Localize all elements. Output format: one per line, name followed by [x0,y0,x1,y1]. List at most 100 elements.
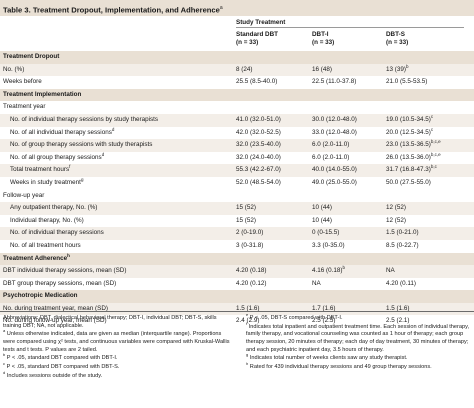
footnote: Abbreviations: DBT, dialectical behavior… [3,315,231,330]
table-row: Any outpatient therapy, No. (%) 15 (52) 10… [0,202,474,215]
cell-value: 2.4 (2.9) [236,317,260,325]
cell-value: 33.0 (12.0-48.0) [312,128,357,136]
row-label: Individual therapy, No. (%) [10,215,84,228]
row-label-text: DBT individual therapy sessions, mean (S… [3,267,127,275]
row-label: No. of all treatment hours [10,240,81,253]
row-label: No. (%) [3,64,24,77]
cell-standard-dbt: 25.5 (8.5-40.0) [236,76,277,89]
table-row: No. of all group therapy sessionsd 32.0 (… [0,152,474,165]
table-column-header: Study Treatment Standard DBT (n = 33) DB… [0,17,474,52]
cell-dbt-s: 2.5 (2.1) [386,315,409,328]
cell-dbt-s: 26.0 (13.5-36.0)b,c,e [386,152,441,165]
cell-dbt-i: 0 (0-15.5) [312,227,339,240]
table-row: Total treatment hoursf 55.3 (42.2-67.0) 40… [0,164,474,177]
cell-value: 1.7 (1.6) [312,304,336,312]
cell-value: 19.0 (10.5-34.5) [386,115,431,123]
cell-standard-dbt: 55.3 (42.2-67.0) [236,164,281,177]
cell-dbt-s: 12 (52) [386,215,406,228]
cell-value: 25.5 (8.5-40.0) [236,78,278,86]
cell-value: 2.5 (2.5) [312,317,336,325]
footnote-mark: f [246,320,248,326]
row-label-text: No. during treatment year, mean (SD) [3,304,108,312]
footnote: g Indicates total number of weeks client… [246,352,471,363]
cell-standard-dbt: 4.20 (0.12) [236,278,266,291]
cell-dbt-i: NA [312,278,321,291]
cell-value: 3 (0-31.8) [236,241,264,249]
column-n: (n = 33) [386,39,409,46]
footnote-mark: b [3,352,6,358]
cell-dbt-s: 12 (52) [386,202,406,215]
row-label-text: No. of all individual therapy sessions [10,128,112,136]
cell-dbt-s: 1.5 (0-21.0) [386,227,419,240]
column-header-dbt-s: DBT-S (n = 33) [386,31,408,47]
cell-dbt-i: 1.7 (1.6) [312,303,335,316]
cell-standard-dbt: 15 (52) [236,202,256,215]
row-label-text: No. of all treatment hours [10,241,81,249]
cell-standard-dbt: 15 (52) [236,215,256,228]
row-label: Treatment Dropout [3,53,60,60]
column-header-dbt-i: DBT-I (n = 33) [312,31,334,47]
row-label: No. of individual therapy sessions by st… [10,114,158,127]
cell-dbt-i: 3.3 (0-35.0) [312,240,345,253]
cell-value: 10 (44) [312,204,332,212]
footnote-mark: g [246,352,249,358]
footnote-text: Includes sessions outside of the study. [6,372,103,379]
cell-dbt-i: 33.0 (12.0-48.0) [312,127,357,140]
footnote: a Unless otherwise indicated, data are g… [3,329,231,354]
row-label: Any outpatient therapy, No. (%) [10,202,97,215]
row-label: No. of all individual therapy sessionsd [10,127,114,140]
footnote-mark: e [246,312,249,318]
row-label-text: No. of group therapy sessions with study… [10,141,153,149]
cell-dbt-s: NA [386,265,395,278]
table-row: No. of all treatment hours 3 (0-31.8) 3.3 … [0,240,474,253]
footnotes-left-column: Abbreviations: DBT, dialectical behavior… [3,315,231,382]
cell-value: 22.5 (11.0-37.8) [312,78,357,86]
footnote: d Includes sessions outside of the study… [3,371,231,381]
row-label-footnote-mark: g [80,176,84,182]
cell-value: 4.20 (0.18) [236,267,267,275]
section-header-row: Treatment Implementation [0,88,474,102]
row-label-text: Weeks before [3,78,42,86]
row-label-text: DBT group therapy sessions, mean (SD) [3,279,117,287]
cell-value: 32.0 (24.0-40.0) [236,153,281,161]
cell-value: 6.0 (2.0-11.0) [312,153,350,161]
cell-standard-dbt: 8 (24) [236,64,252,77]
cell-footnote-mark: b,c,e [430,139,441,145]
cell-dbt-s: 20.0 (12.5-34.5)c [386,127,433,140]
cell-value: 49.0 (25.0-55.0) [312,178,357,186]
cell-dbt-s: 31.7 (16.8-47.3)b,c [386,164,437,177]
cell-dbt-i: 10 (44) [312,202,332,215]
table-row: No. of group therapy sessions with study… [0,139,474,152]
row-label-footnote-mark: d [101,151,105,157]
cell-standard-dbt: 32.0 (24.0-40.0) [236,152,281,165]
footnote-text: Indicates total number of weeks clients … [249,355,408,362]
row-label: Total treatment hoursf [10,164,70,177]
cell-value: 6.0 (2.0-11.0) [312,141,350,149]
table-row: No. of all individual therapy sessionsd 4… [0,127,474,140]
footnote: c P < .05, standard DBT compared with DB… [3,362,231,372]
cell-dbt-s: 8.5 (0-22.7) [386,240,419,253]
section-header-row: Psychotropic Medication [0,290,474,303]
footnote-text: Rated for 439 individual therapy session… [249,364,432,371]
cell-footnote-mark: c [430,113,434,119]
cell-dbt-i: 10 (44) [312,215,332,228]
row-label: DBT group therapy sessions, mean (SD) [3,278,116,291]
cell-standard-dbt: 2 (0-19.0) [236,227,263,240]
row-label-footnote-mark: h [67,252,70,258]
column-header-standard-dbt: Standard DBT (n = 33) [236,31,278,47]
row-label-text: No. of individual therapy sessions [10,229,104,237]
table-row: Weeks in study treatmentg 52.0 (48.5-54.0… [0,177,474,190]
footnotes-right-column: e P < .05, DBT-S compared with DBT-I. f I… [246,312,471,373]
row-label: No. of all group therapy sessionsd [10,152,104,165]
cell-value: 2 (0-19.0) [236,229,264,237]
cell-footnote-mark: c [430,126,434,132]
cell-standard-dbt: 32.0 (23.5-40.0) [236,139,281,152]
cell-value: 21.0 (5.5-53.5) [386,78,428,86]
footnote: h Rated for 439 individual therapy sessi… [246,362,471,372]
cell-value: 4.20 (0.11) [386,279,416,287]
row-label-text: Treatment Adherence [3,254,68,262]
cell-value: 0 (0-15.5) [312,229,340,237]
cell-footnote-mark: b [405,63,409,69]
footnote: b P < .05, standard DBT compared with DB… [3,352,231,363]
